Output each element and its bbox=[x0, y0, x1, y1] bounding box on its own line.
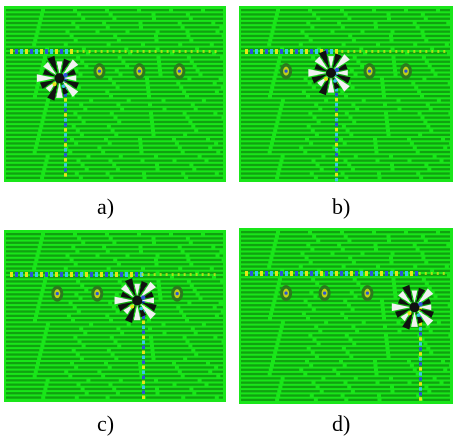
panel-c-label: c) bbox=[97, 411, 115, 436]
panel-d-canvas bbox=[239, 228, 453, 404]
sensor-node-icon bbox=[51, 285, 64, 302]
panel-b bbox=[239, 6, 453, 182]
sensor-node-icon bbox=[363, 63, 376, 80]
digit-grid-texture bbox=[241, 231, 450, 401]
event-burst-icon bbox=[308, 50, 351, 96]
sensor-node-icon bbox=[399, 63, 412, 80]
trail-icon bbox=[10, 49, 217, 177]
sensor-node-icon bbox=[361, 285, 374, 302]
panel-a-label: a) bbox=[97, 194, 115, 219]
digit-grid-texture bbox=[241, 9, 450, 179]
sensor-node-icon bbox=[173, 63, 186, 80]
digit-grid-texture bbox=[6, 9, 223, 179]
sensor-node-icon bbox=[91, 285, 104, 302]
panel-a-canvas bbox=[4, 6, 226, 182]
panel-d bbox=[239, 228, 453, 404]
event-burst-icon bbox=[36, 55, 80, 101]
event-burst-icon bbox=[391, 284, 434, 330]
sensor-node-icon bbox=[318, 285, 331, 302]
panel-c-canvas bbox=[4, 230, 226, 402]
trail-icon bbox=[245, 49, 446, 182]
panel-a bbox=[4, 6, 226, 182]
sensor-node-icon bbox=[280, 285, 293, 302]
sensor-node-icon bbox=[133, 63, 146, 80]
sensor-node-icon bbox=[280, 63, 293, 80]
panel-b-canvas bbox=[239, 6, 453, 182]
sensor-node-icon bbox=[171, 285, 184, 302]
sensor-node-icon bbox=[93, 63, 106, 80]
panel-c bbox=[4, 230, 226, 402]
panel-b-label: b) bbox=[332, 194, 351, 219]
event-burst-icon bbox=[114, 278, 157, 323]
panel-d-label: d) bbox=[332, 411, 351, 436]
